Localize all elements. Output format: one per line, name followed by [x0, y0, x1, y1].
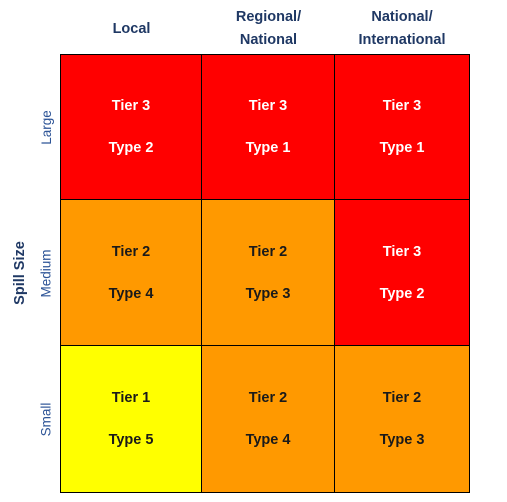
row-label-small: Small	[34, 346, 58, 492]
cell-type: Type 5	[108, 432, 154, 448]
cell-tier: Tier 2	[248, 243, 288, 260]
cell-tier: Tier 3	[248, 98, 288, 114]
cell-type: Type 1	[245, 140, 291, 156]
cell-tier: Tier 3	[382, 243, 422, 260]
tier-type-matrix: Tier 3 Type 2 Tier 3 Type 1 Tier 3 Type …	[60, 54, 470, 493]
cell-tier: Tier 2	[111, 243, 151, 260]
y-axis-title: Spill Size	[3, 200, 37, 346]
cell-type: Type 2	[108, 140, 154, 156]
matrix-cell-small-national: Tier 2 Type 3	[335, 346, 469, 492]
matrix-cell-medium-regional: Tier 2 Type 3	[202, 200, 335, 346]
cell-tier: Tier 3	[111, 98, 151, 114]
cell-type: Type 3	[245, 285, 291, 302]
cell-type: Type 4	[108, 285, 154, 302]
matrix-cell-large-regional: Tier 3 Type 1	[202, 55, 335, 200]
row-label-medium: Medium	[34, 200, 58, 346]
row-label-text: Small	[38, 402, 54, 436]
cell-type: Type 1	[379, 140, 425, 156]
cell-tier: Tier 2	[382, 390, 422, 406]
column-header-national-international: National/ International	[358, 9, 446, 48]
matrix-cell-medium-national: Tier 3 Type 2	[335, 200, 469, 346]
matrix-cell-medium-local: Tier 2 Type 4	[61, 200, 202, 346]
column-header-regional-national: Regional/ National	[235, 9, 302, 48]
cell-tier: Tier 2	[248, 390, 288, 406]
matrix-cell-large-local: Tier 3 Type 2	[61, 55, 202, 200]
cell-tier: Tier 1	[111, 390, 151, 406]
column-header-local: Local	[112, 20, 151, 37]
row-label-text: Medium	[38, 248, 54, 298]
y-axis-title-text: Spill Size	[12, 241, 29, 305]
row-label-large: Large	[34, 55, 58, 200]
cell-type: Type 4	[245, 432, 291, 448]
matrix-cell-large-national: Tier 3 Type 1	[335, 55, 469, 200]
matrix-cell-small-local: Tier 1 Type 5	[61, 346, 202, 492]
matrix-cell-small-regional: Tier 2 Type 4	[202, 346, 335, 492]
row-label-text: Large	[38, 110, 54, 145]
cell-tier: Tier 3	[382, 98, 422, 114]
cell-type: Type 3	[379, 432, 425, 448]
cell-type: Type 2	[379, 285, 425, 302]
